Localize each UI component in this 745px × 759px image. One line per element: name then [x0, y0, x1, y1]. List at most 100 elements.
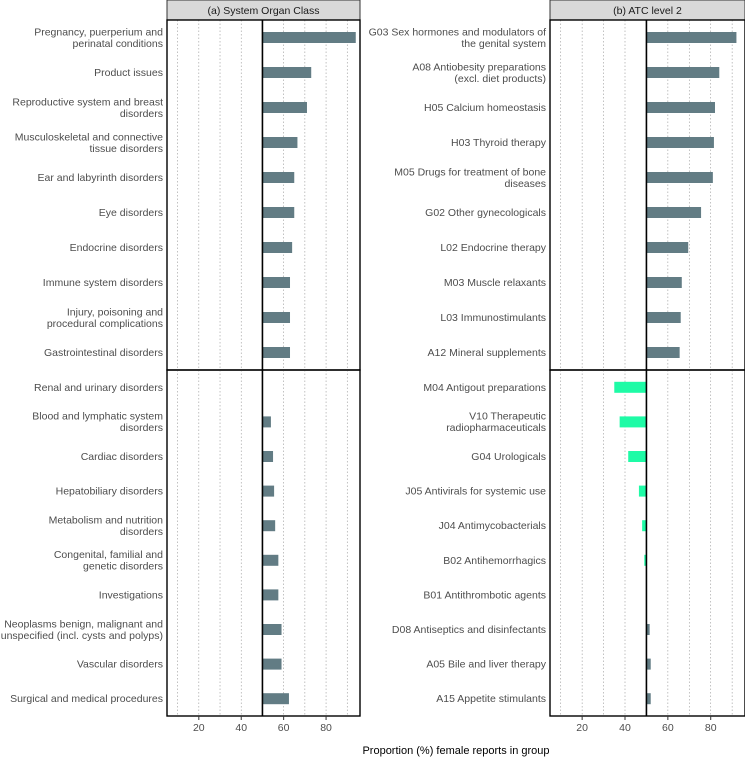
- bar: [646, 277, 682, 288]
- row-label: A05 Bile and liver therapy: [426, 659, 546, 671]
- row-label: H05 Calcium homeostasis: [424, 102, 546, 114]
- row-label: G02 Other gynecologicals: [425, 207, 546, 219]
- bar: [638, 485, 647, 497]
- row-label: Injury, poisoning and: [67, 306, 163, 318]
- x-tick-label: 20: [576, 722, 588, 734]
- row-label: perinatal conditions: [73, 38, 163, 50]
- row-label: Pregnancy, puerperium and: [34, 26, 163, 38]
- bar: [262, 137, 298, 148]
- row-label: A12 Mineral supplements: [428, 347, 546, 359]
- bar: [646, 693, 651, 705]
- bar: [628, 451, 647, 462]
- row-label: J04 Antimycobacterials: [439, 520, 546, 532]
- row-label: Neoplasms benign, malignant and: [4, 618, 163, 630]
- x-tick-label: 40: [235, 722, 247, 734]
- row-label: Gastrointestinal disorders: [44, 347, 163, 359]
- row-label: L03 Immunostimulants: [440, 312, 546, 324]
- row-label: Ear and labyrinth disorders: [38, 172, 163, 184]
- bar: [646, 347, 680, 358]
- bar: [614, 381, 647, 393]
- row-label: radiopharmaceuticals: [446, 422, 546, 434]
- x-axis-title: Proportion (%) female reports in group: [362, 745, 549, 757]
- bar: [646, 102, 715, 113]
- row-label: G03 Sex hormones and modulators of: [369, 26, 547, 38]
- row-label: M05 Drugs for treatment of bone: [394, 166, 546, 178]
- bar: [646, 312, 681, 323]
- x-tick-label: 60: [662, 722, 674, 734]
- row-label: Musculoskeletal and connective: [15, 131, 163, 143]
- x-tick-label: 60: [278, 722, 290, 734]
- bar: [262, 485, 275, 497]
- row-label: B02 Antihemorrhagics: [443, 555, 546, 567]
- bar: [642, 520, 647, 532]
- row-label: B01 Antithrombotic agents: [423, 589, 546, 601]
- group-border: [166, 369, 361, 717]
- x-tick-label: 40: [619, 722, 631, 734]
- bar: [262, 416, 271, 428]
- row-label: L02 Endocrine therapy: [440, 242, 546, 254]
- bar: [646, 624, 650, 635]
- row-label: Cardiac disorders: [81, 451, 163, 463]
- row-label: J05 Antivirals for systemic use: [405, 486, 546, 498]
- row-label: genetic disorders: [83, 561, 163, 573]
- bar: [646, 172, 713, 183]
- row-label: tissue disorders: [89, 143, 163, 155]
- bar: [646, 32, 737, 43]
- bar: [646, 137, 714, 148]
- panel-title: (b) ATC level 2: [613, 5, 682, 17]
- bar: [646, 242, 689, 253]
- bar: [262, 589, 279, 601]
- x-tick-label: 20: [193, 722, 205, 734]
- bar: [262, 277, 291, 288]
- bar: [262, 451, 274, 462]
- row-label: Vascular disorders: [77, 659, 163, 671]
- row-label: (excl. diet products): [454, 73, 546, 85]
- row-label: Congenital, familial and: [54, 549, 163, 561]
- x-tick-label: 80: [320, 722, 332, 734]
- bar: [619, 416, 647, 428]
- row-label: unspecified (incl. cysts and polyps): [1, 630, 163, 642]
- bar: [262, 624, 282, 635]
- bar: [262, 242, 293, 253]
- row-label: Investigations: [99, 589, 163, 601]
- bar: [646, 67, 720, 78]
- panel-title: (a) System Organ Class: [207, 5, 319, 17]
- row-label: diseases: [505, 178, 546, 190]
- bar: [262, 312, 291, 323]
- row-label: Blood and lymphatic system: [32, 411, 163, 423]
- bar: [646, 658, 651, 670]
- row-label: procedural complications: [47, 318, 163, 330]
- row-label: V10 Therapeutic: [469, 411, 546, 423]
- row-label: the genital system: [461, 38, 546, 50]
- row-label: Eye disorders: [99, 207, 163, 219]
- row-label: D08 Antiseptics and disinfectants: [392, 624, 546, 636]
- row-label: Reproductive system and breast: [12, 96, 163, 108]
- bar: [262, 554, 279, 566]
- row-label: A15 Appetite stimulants: [436, 693, 546, 705]
- row-label: disorders: [120, 108, 163, 120]
- row-label: Metabolism and nutrition: [49, 514, 164, 526]
- row-label: G04 Urologicals: [471, 451, 546, 463]
- bar: [262, 347, 291, 358]
- row-label: disorders: [120, 422, 163, 434]
- row-label: Hepatobiliary disorders: [56, 486, 163, 498]
- row-label: Surgical and medical procedures: [10, 693, 163, 705]
- bar: [262, 102, 307, 113]
- bar: [644, 554, 647, 566]
- group-border: [549, 369, 745, 717]
- row-label: disorders: [120, 526, 163, 538]
- bar: [262, 520, 276, 532]
- bar: [262, 207, 295, 218]
- row-label: M04 Antigout preparations: [423, 382, 546, 394]
- row-label: A08 Antiobesity preparations: [412, 61, 546, 73]
- bar: [262, 172, 295, 183]
- bar: [262, 67, 312, 78]
- bar: [262, 658, 282, 670]
- row-label: Endocrine disorders: [70, 242, 163, 254]
- row-label: H03 Thyroid therapy: [451, 137, 547, 149]
- bar: [646, 207, 702, 218]
- bar: [262, 32, 356, 43]
- bar: [262, 693, 289, 705]
- row-label: Renal and urinary disorders: [34, 382, 163, 394]
